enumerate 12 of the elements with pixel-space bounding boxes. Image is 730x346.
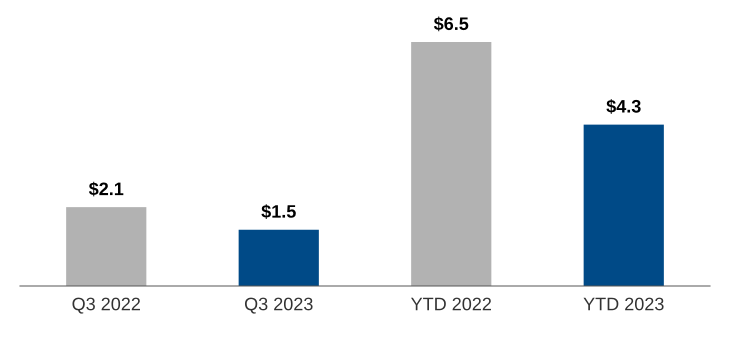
x-tick-label: YTD 2022 [411, 298, 491, 310]
x-tick-label: YTD 2023 [584, 298, 664, 310]
data-label: $4.3 [606, 99, 641, 114]
bar [238, 230, 319, 286]
data-label: $2.1 [88, 182, 124, 196]
data-label: $6.5 [434, 16, 468, 32]
x-tick-label: Q3 2022 [72, 298, 140, 314]
x-tick-label: Q3 2023 [244, 298, 313, 314]
bar [66, 207, 146, 286]
bar [411, 42, 492, 286]
bar [584, 124, 664, 286]
data-label: $1.5 [261, 204, 296, 219]
